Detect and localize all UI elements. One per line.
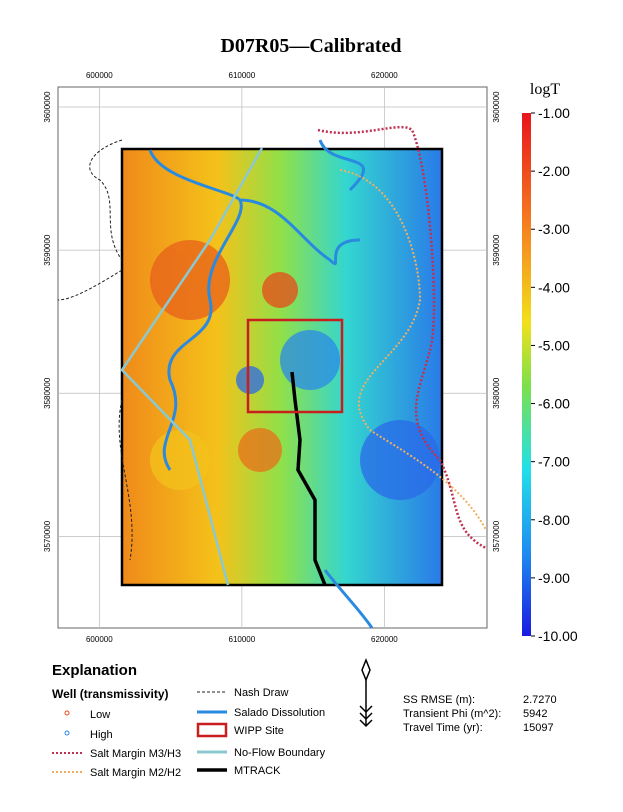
colorbar-tick-label: -5.00: [538, 337, 570, 353]
y-tick-label: 3570000: [492, 520, 501, 552]
y-tick-label: 3590000: [492, 234, 501, 266]
colorbar-tick-label: -7.00: [538, 454, 570, 470]
colorbar-tick-label: -8.00: [538, 512, 570, 528]
stat-value: 5942: [523, 708, 547, 720]
wipp-swatch: [196, 722, 228, 738]
colorbar-tick-label: -2.00: [538, 163, 570, 179]
legend-label: Salado Dissolution: [234, 707, 325, 719]
x-tick-label: 620000: [371, 71, 398, 80]
legend-label: WIPP Site: [234, 725, 284, 737]
y-tick-label: 3590000: [43, 234, 52, 266]
stat-value: 15097: [523, 722, 554, 734]
high-marker: [64, 730, 70, 736]
north-arrow: [359, 657, 373, 728]
colorbar-tick-label: -3.00: [538, 221, 570, 237]
y-tick-label: 3580000: [43, 377, 52, 409]
legend-title: Explanation: [52, 662, 137, 679]
legend-label: MTRACK: [234, 765, 281, 777]
legend-label: High: [90, 729, 113, 741]
colorbar-tick-label: -9.00: [538, 570, 570, 586]
legend-subtitle: Well (transmissivity): [52, 687, 168, 701]
y-tick-label: 3570000: [43, 520, 52, 552]
x-tick-label: 620000: [371, 635, 398, 644]
y-tick-label: 3600000: [43, 91, 52, 123]
colorbar-tick-label: -1.00: [538, 105, 570, 121]
x-tick-label: 610000: [229, 635, 256, 644]
stat-label: SS RMSE (m):: [403, 694, 475, 706]
stats: SS RMSE (m): 2.7270 Transient Phi (m^2): 59…: [403, 694, 557, 734]
y-tick-label: 3600000: [492, 91, 501, 123]
salado-dissolution: [148, 139, 366, 471]
stat-label: Transient Phi (m^2):: [403, 708, 501, 720]
legend: Low High Salt Margin M3/H3 Salt Margin M…: [52, 687, 326, 779]
colorbar-label: logT: [530, 81, 560, 98]
colorbar-tick-label: -6.00: [538, 396, 570, 412]
mtrack: [290, 371, 327, 586]
wipp-site: [246, 318, 344, 414]
legend-label: Salt Margin M2/H2: [90, 767, 181, 779]
no-flow-boundary: [120, 147, 264, 586]
colorbar-tick-label: -10.00: [538, 628, 578, 644]
x-tick-label: 610000: [229, 71, 256, 80]
stat-label: Travel Time (yr):: [403, 722, 483, 734]
x-tick-label: 600000: [86, 71, 113, 80]
legend-label: Low: [90, 709, 110, 721]
stat-value: 2.7270: [523, 694, 557, 706]
x-tick-label: 600000: [86, 635, 113, 644]
legend-label: Salt Margin M3/H3: [90, 748, 181, 760]
legend-label: No-Flow Boundary: [234, 747, 326, 759]
domain-border: [120, 147, 444, 587]
low-marker: [64, 710, 70, 716]
salado-dissolution: [323, 569, 374, 629]
colorbar: [522, 113, 531, 636]
legend-label: Nash Draw: [234, 687, 288, 699]
nash-draw: [57, 139, 133, 561]
y-tick-label: 3580000: [492, 377, 501, 409]
colorbar-tick-label: -4.00: [538, 279, 570, 295]
salt-margin-m2: [339, 169, 487, 531]
title: D07R05—Calibrated: [220, 35, 401, 57]
